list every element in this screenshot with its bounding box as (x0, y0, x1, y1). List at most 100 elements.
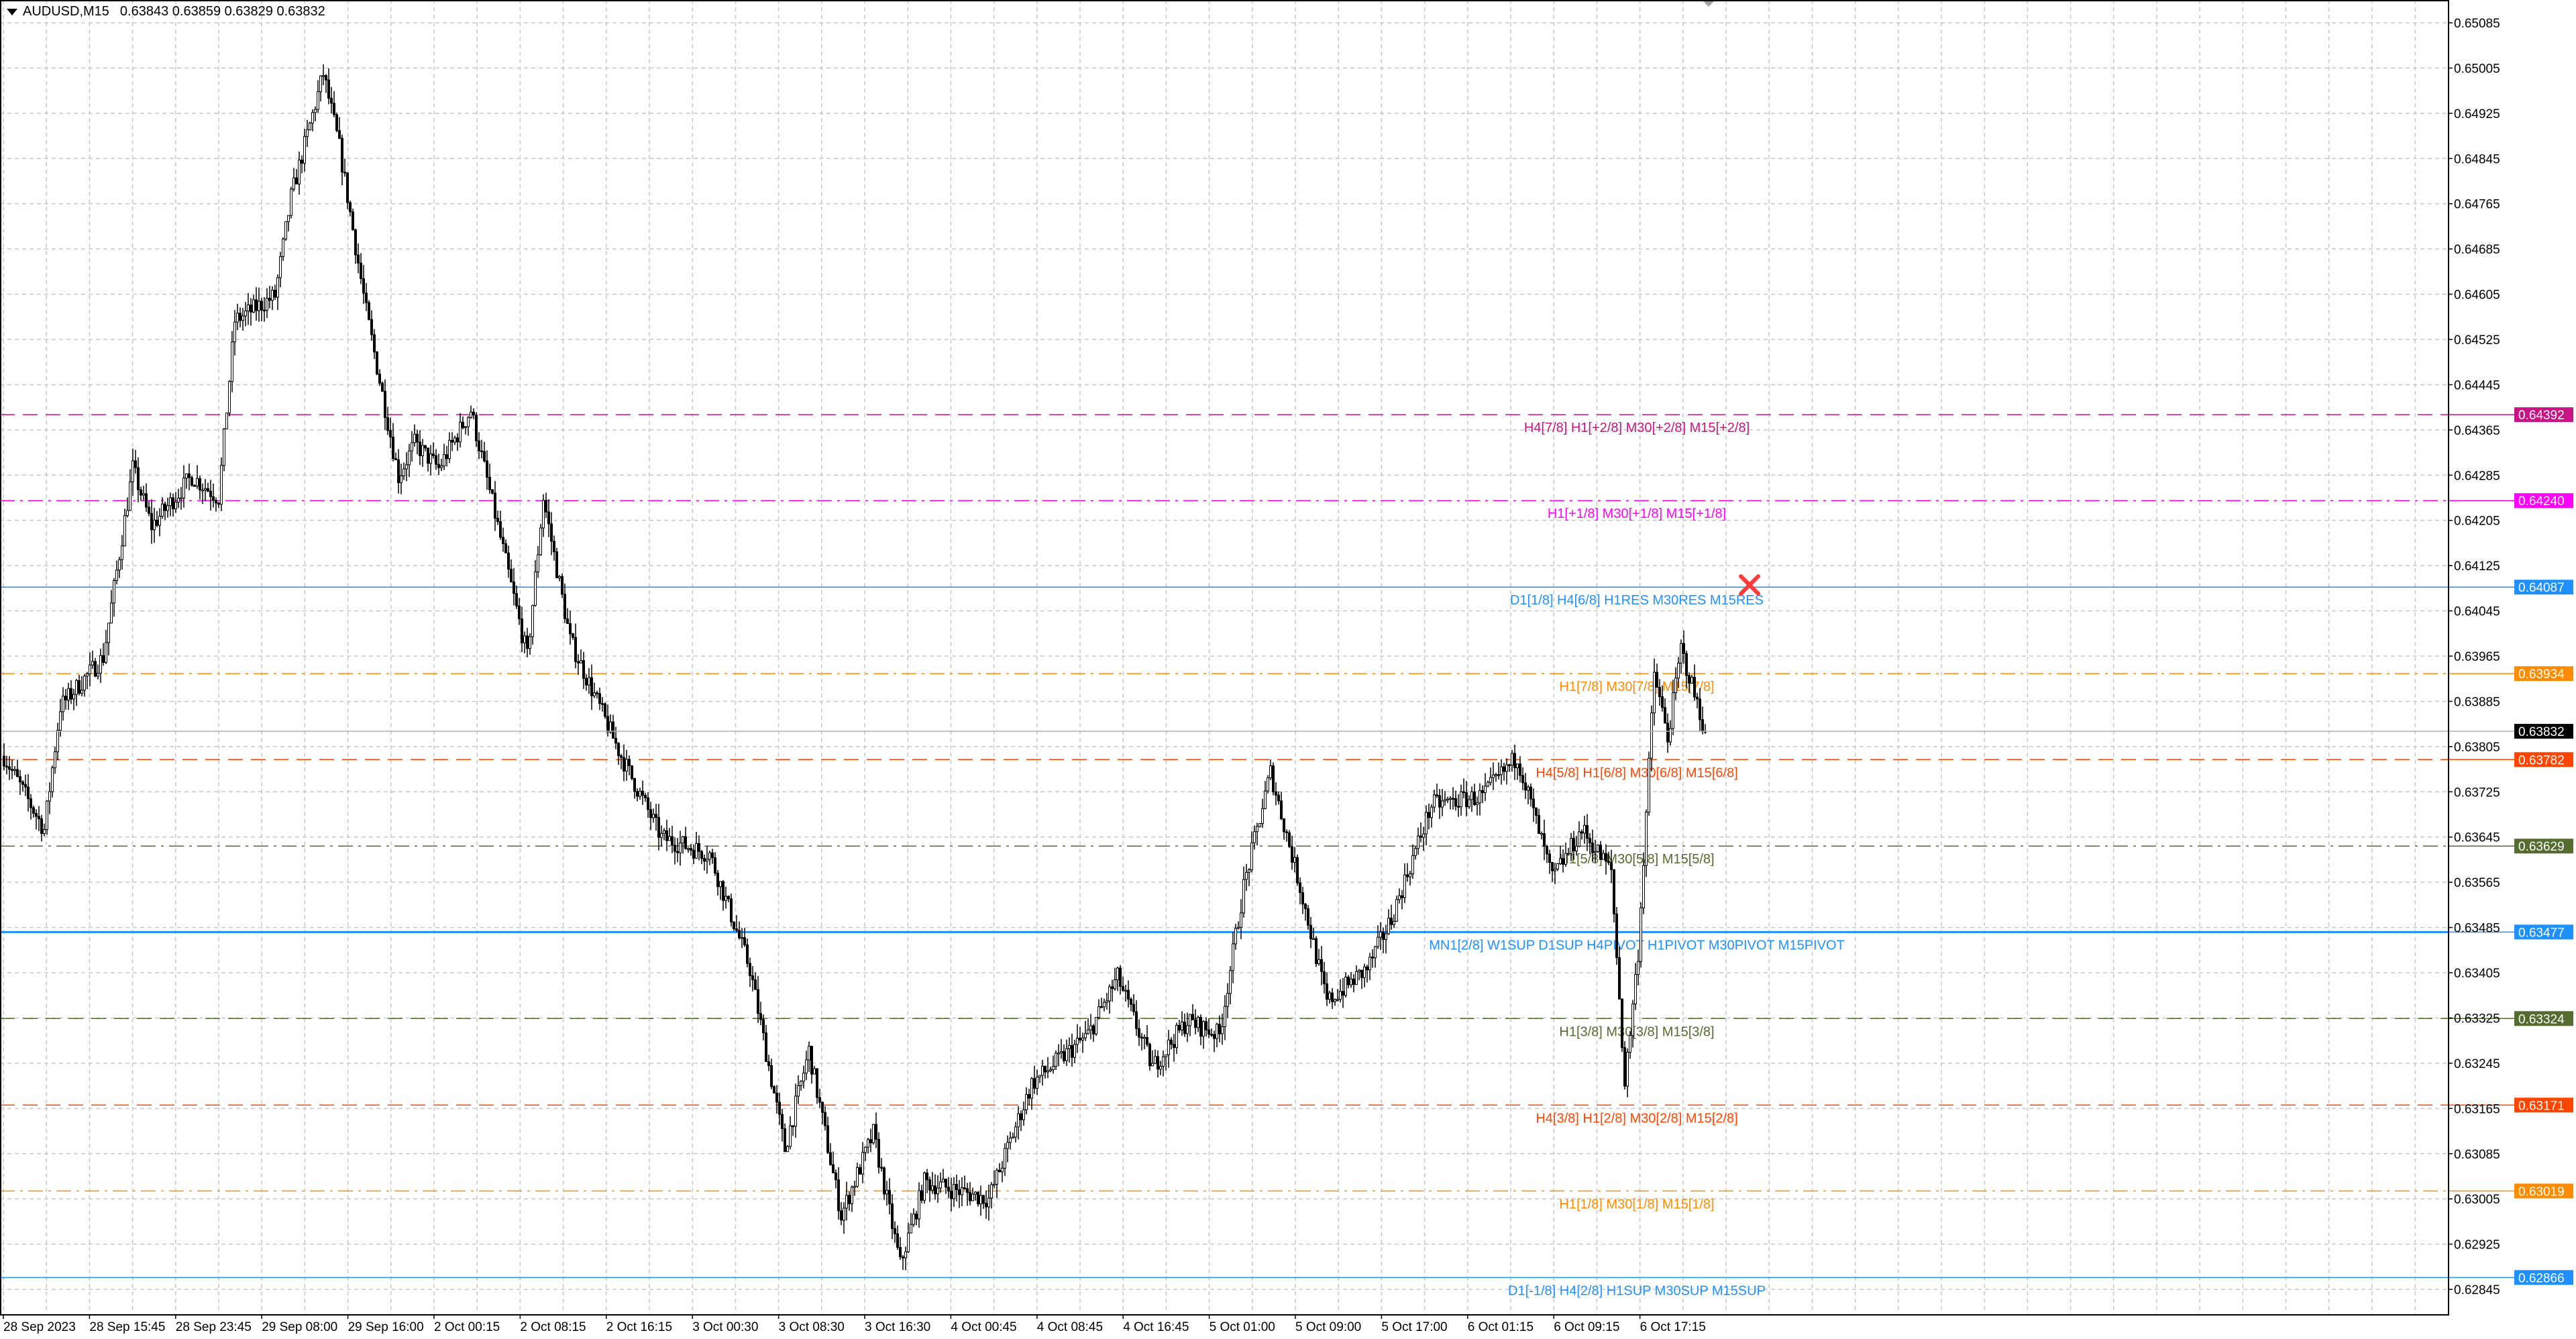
candle-body (3, 755, 5, 767)
candle-body (647, 797, 649, 810)
candle (303, 129, 306, 172)
candle-body (239, 313, 241, 321)
candle (955, 1175, 958, 1201)
candle-body (542, 500, 545, 529)
candle-body (727, 896, 730, 900)
candle (778, 1092, 781, 1125)
candle (1398, 888, 1401, 904)
candle-body (735, 928, 738, 931)
level-label: D1[-1/8] H4[2/8] H1SUP M30SUP M15SUP (1508, 1283, 1766, 1298)
candle-body (1685, 653, 1688, 676)
candle (614, 727, 617, 749)
candle-body (295, 177, 298, 184)
candle (1258, 822, 1261, 828)
candle (1473, 784, 1476, 806)
candle (255, 287, 258, 321)
candle (1677, 657, 1680, 688)
candle (1441, 789, 1444, 816)
candle-body (910, 1224, 912, 1234)
candle-body (1312, 938, 1315, 941)
candle-body (502, 537, 504, 545)
candle-body (912, 1214, 915, 1225)
candle (478, 432, 480, 460)
candle (1073, 1040, 1076, 1064)
candle-body (1240, 912, 1242, 928)
candle (1690, 674, 1693, 684)
candle-body (1688, 675, 1690, 684)
candle-body (1387, 917, 1390, 934)
candle (30, 794, 32, 820)
candle (996, 1168, 998, 1198)
candle (62, 687, 64, 721)
candle-body (1648, 757, 1650, 813)
candle-body (343, 171, 346, 174)
candle-body (1122, 985, 1124, 991)
candle-body (1237, 926, 1240, 929)
candle-body (931, 1185, 934, 1191)
candle-body (1261, 808, 1264, 824)
candle (1403, 863, 1406, 904)
candle (1618, 947, 1621, 1000)
candle (1038, 1075, 1041, 1083)
candle-body (311, 112, 314, 124)
candle-body (467, 417, 470, 427)
price-tick-label: 0.64285 (2454, 469, 2500, 483)
candle (1562, 849, 1564, 873)
candle (775, 1085, 778, 1114)
candle-body (813, 1068, 816, 1075)
candle (1556, 863, 1559, 871)
candle-body (140, 489, 142, 496)
candle-body (72, 694, 75, 700)
candle (751, 966, 754, 992)
candle-body (1301, 892, 1304, 905)
candle (987, 1185, 990, 1221)
candle-body (639, 790, 641, 797)
candle (405, 452, 408, 482)
candle-body (1009, 1137, 1012, 1143)
candle (241, 307, 244, 331)
candle-body (1613, 869, 1615, 914)
candle (781, 1108, 784, 1142)
candle-body (172, 497, 174, 510)
candle-body (1250, 842, 1253, 870)
candle (1548, 849, 1551, 874)
candle (1148, 1042, 1151, 1071)
candle (480, 439, 483, 459)
triangle-down-icon[interactable] (7, 8, 17, 15)
candle (1143, 1034, 1146, 1050)
candle (1500, 759, 1503, 785)
candle-body (89, 664, 91, 674)
candle-body (1038, 1075, 1041, 1078)
candle (142, 486, 145, 500)
candle-body (880, 1167, 883, 1169)
candle (1382, 927, 1385, 953)
candle-body (1097, 1006, 1100, 1018)
candle-body (384, 390, 386, 418)
candle-body (1371, 957, 1374, 959)
candle-body (1299, 882, 1301, 894)
candle (1586, 814, 1589, 851)
candle-body (1068, 1045, 1071, 1049)
candle-body (470, 411, 472, 418)
candle (1277, 791, 1280, 805)
candle-body (872, 1124, 875, 1144)
candle (829, 1143, 832, 1166)
candle (1554, 863, 1556, 884)
candle-body (1484, 786, 1487, 794)
candle-body (682, 836, 684, 844)
candle (1575, 835, 1578, 856)
price-tick-label: 0.65005 (2454, 62, 2500, 76)
candle-body (1363, 966, 1366, 978)
candle-body (1178, 1024, 1181, 1030)
candle (51, 765, 54, 798)
candle-body (561, 576, 564, 595)
candle-body (62, 696, 64, 712)
time-tick-label: 3 Oct 16:30 (865, 1320, 930, 1334)
candle (411, 431, 413, 462)
candle (1248, 868, 1250, 886)
candle-body (1318, 959, 1320, 965)
candle-body (845, 1195, 848, 1209)
candle-body (1524, 782, 1527, 791)
candle (209, 480, 212, 511)
